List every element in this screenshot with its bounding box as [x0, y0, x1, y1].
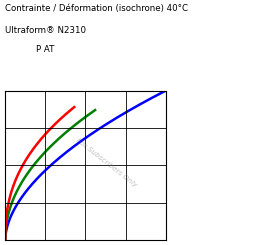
Text: For Subscribers Only: For Subscribers Only: [75, 137, 138, 188]
Text: Ultraform® N2310: Ultraform® N2310: [5, 26, 86, 35]
Text: Contrainte / Déformation (isochrone) 40°C: Contrainte / Déformation (isochrone) 40°…: [5, 4, 188, 13]
Text: P AT: P AT: [36, 45, 55, 54]
